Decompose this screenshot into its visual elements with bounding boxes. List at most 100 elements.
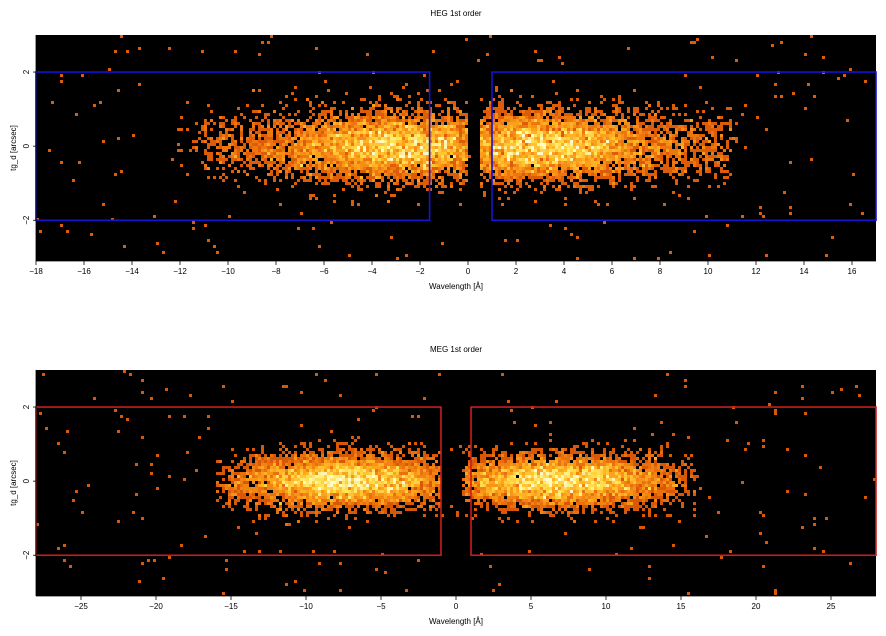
- meg-count-cell: [552, 472, 555, 475]
- meg-count-cell: [282, 469, 285, 472]
- meg-count-cell: [393, 466, 396, 469]
- heg-count-cell: [465, 164, 468, 167]
- heg-count-cell: [492, 140, 495, 143]
- heg-count-cell: [276, 134, 279, 137]
- meg-count-cell: [252, 469, 255, 472]
- heg-count-cell: [240, 146, 243, 149]
- heg-count-cell: [573, 137, 576, 140]
- heg-count-cell: [282, 158, 285, 161]
- heg-count-cell: [495, 116, 498, 119]
- heg-count-cell: [630, 173, 633, 176]
- meg-count-cell: [375, 475, 378, 478]
- heg-count-cell: [225, 149, 228, 152]
- heg-count-cell: [411, 143, 414, 146]
- heg-count-cell: [519, 110, 522, 113]
- heg-count-cell: [612, 179, 615, 182]
- heg-count-cell: [444, 125, 447, 128]
- heg-count-cell: [654, 152, 657, 155]
- meg-count-cell: [471, 466, 474, 469]
- heg-count-cell: [588, 137, 591, 140]
- meg-count-cell: [423, 478, 426, 481]
- meg-count-cell: [435, 460, 438, 463]
- meg-count-cell: [375, 469, 378, 472]
- heg-count-cell: [264, 182, 267, 185]
- heg-count-cell: [537, 116, 540, 119]
- meg-count-cell: [372, 478, 375, 481]
- heg-count-cell: [489, 170, 492, 173]
- meg-count-cell: [384, 469, 387, 472]
- heg-region-plus: [491, 71, 877, 222]
- heg-count-cell: [588, 161, 591, 164]
- heg-count-cell: [465, 152, 468, 155]
- heg-count-cell: [672, 125, 675, 128]
- heg-count-cell: [417, 125, 420, 128]
- heg-count-cell: [555, 113, 558, 116]
- meg-count-cell: [696, 475, 699, 478]
- meg-count-cell: [690, 454, 693, 457]
- meg-count-cell: [588, 472, 591, 475]
- heg-count-cell: [396, 95, 399, 98]
- heg-count-cell: [336, 179, 339, 182]
- heg-count-cell: [606, 125, 609, 128]
- heg-count-cell: [645, 128, 648, 131]
- heg-count-cell: [540, 134, 543, 137]
- heg-count-cell: [213, 140, 216, 143]
- heg-count-cell: [372, 143, 375, 146]
- heg-count-cell: [447, 146, 450, 149]
- heg-count-cell: [552, 140, 555, 143]
- meg-count-cell: [381, 475, 384, 478]
- heg-count-cell: [252, 89, 255, 92]
- heg-count-cell: [108, 68, 111, 71]
- heg-count-cell: [501, 203, 504, 206]
- heg-count-cell: [621, 155, 624, 158]
- heg-count-cell: [597, 164, 600, 167]
- heg-count-cell: [597, 176, 600, 179]
- heg-count-cell: [330, 221, 333, 224]
- heg-count-cell: [642, 137, 645, 140]
- heg-count-cell: [585, 119, 588, 122]
- heg-count-cell: [267, 173, 270, 176]
- heg-count-cell: [555, 143, 558, 146]
- heg-count-cell: [579, 152, 582, 155]
- heg-count-cell: [402, 116, 405, 119]
- heg-count-cell: [330, 152, 333, 155]
- heg-count-cell: [453, 104, 456, 107]
- meg-count-cell: [498, 472, 501, 475]
- meg-count-cell: [330, 478, 333, 481]
- heg-count-cell: [702, 134, 705, 137]
- heg-count-cell: [252, 149, 255, 152]
- meg-count-cell: [261, 448, 264, 451]
- heg-count-cell: [309, 176, 312, 179]
- heg-count-cell: [393, 122, 396, 125]
- heg-count-cell: [534, 116, 537, 119]
- meg-count-cell: [612, 478, 615, 481]
- heg-count-cell: [438, 134, 441, 137]
- heg-count-cell: [393, 173, 396, 176]
- meg-count-cell: [594, 472, 597, 475]
- meg-count-cell: [327, 451, 330, 454]
- heg-count-cell: [453, 173, 456, 176]
- heg-count-cell: [363, 179, 366, 182]
- heg-count-cell: [312, 122, 315, 125]
- meg-count-cell: [546, 478, 549, 481]
- heg-count-cell: [213, 143, 216, 146]
- heg-count-cell: [366, 140, 369, 143]
- heg-count-cell: [435, 179, 438, 182]
- meg-count-cell: [246, 466, 249, 469]
- heg-count-cell: [498, 113, 501, 116]
- heg-count-cell: [378, 158, 381, 161]
- heg-count-cell: [453, 128, 456, 131]
- meg-count-cell: [480, 472, 483, 475]
- heg-count-cell: [81, 74, 84, 77]
- meg-count-cell: [408, 463, 411, 466]
- meg-count-cell: [525, 463, 528, 466]
- heg-count-cell: [654, 185, 657, 188]
- meg-count-cell: [363, 460, 366, 463]
- meg-count-cell: [465, 448, 468, 451]
- meg-count-cell: [474, 463, 477, 466]
- heg-count-cell: [675, 131, 678, 134]
- heg-count-cell: [429, 188, 432, 191]
- meg-count-cell: [312, 472, 315, 475]
- heg-count-cell: [414, 110, 417, 113]
- heg-count-cell: [726, 107, 729, 110]
